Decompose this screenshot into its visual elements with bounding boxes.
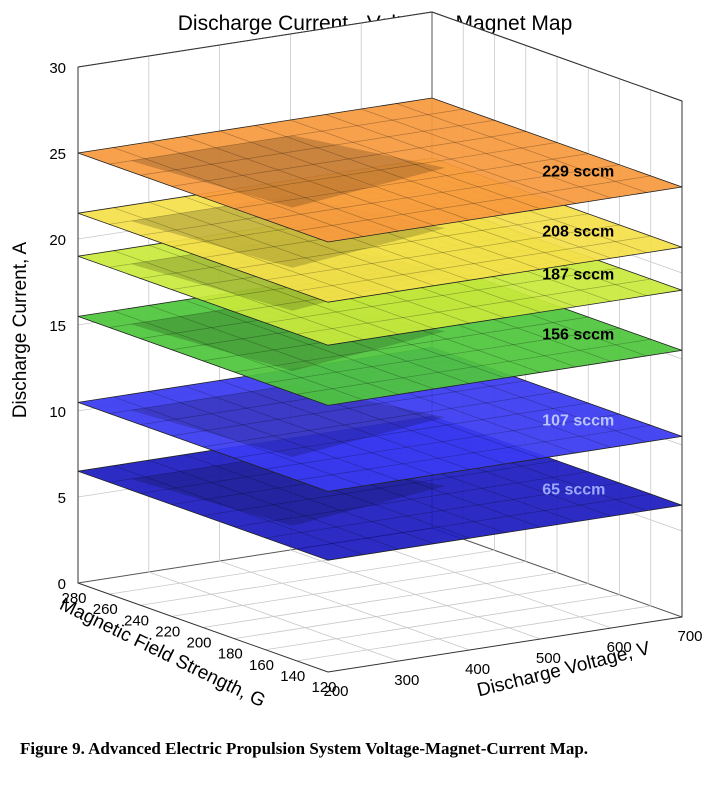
mesh-line — [148, 391, 399, 481]
chart: Discharge Current - Voltage - Magnet Map… — [10, 11, 703, 712]
mesh-line — [113, 207, 364, 298]
mesh-line — [184, 136, 435, 226]
mesh-line — [265, 224, 620, 281]
series-label: 187 sccm — [542, 266, 614, 283]
mesh-line — [219, 130, 470, 221]
y-tick-label: 240 — [124, 612, 149, 629]
mesh-line — [140, 119, 495, 176]
y-tick-label: 140 — [280, 668, 305, 685]
surface-229-sccm: 229 sccm — [77, 97, 683, 243]
mesh-line — [234, 213, 589, 270]
y-tick-label: 180 — [218, 646, 243, 663]
mesh-line — [184, 454, 435, 545]
grid-line — [265, 594, 620, 651]
mesh-line — [171, 380, 526, 437]
z-axis-label: Discharge Current, A — [10, 241, 31, 418]
grid-line — [234, 583, 589, 640]
grid-line — [202, 572, 558, 628]
mesh-line — [171, 131, 526, 187]
mesh-line — [113, 396, 364, 487]
mesh-line — [202, 460, 558, 517]
top-edge-line — [431, 11, 683, 102]
top-edge-line — [77, 11, 433, 68]
mesh-line — [296, 175, 651, 232]
mesh-line — [234, 316, 589, 373]
mesh-line — [184, 196, 435, 287]
mesh-line — [113, 465, 364, 556]
mesh-line — [148, 459, 399, 550]
mesh-line — [265, 327, 620, 384]
mesh-line — [202, 142, 558, 198]
grid-line — [140, 549, 495, 606]
surface-measured-region — [130, 384, 446, 457]
x-tick-label: 700 — [677, 628, 702, 645]
mesh-line — [202, 391, 558, 448]
mesh-line — [296, 424, 651, 481]
surface-layers: 65 sccm 107 sccm 156 sccm 187 sccm 208 sccm 2… — [77, 97, 683, 561]
series-label: 208 sccm — [542, 223, 614, 240]
grid-line — [296, 605, 651, 662]
mesh-line — [234, 402, 589, 459]
mesh-line — [234, 471, 589, 528]
mesh-line — [184, 385, 435, 476]
y-tick-label: 160 — [249, 657, 274, 674]
x-tick-label: 500 — [536, 650, 561, 667]
series-label: 65 sccm — [542, 481, 605, 498]
x-axis-label: Discharge Voltage, V — [475, 638, 653, 701]
mesh-line — [113, 250, 364, 341]
z-tick-label: 30 — [49, 60, 66, 77]
mesh-line — [113, 310, 364, 401]
y-tick-label: 260 — [93, 601, 118, 618]
tick-labels: 0510152025302802602402202001801601401202… — [49, 60, 702, 700]
z-tick-label: 0 — [58, 576, 66, 593]
figure-caption: Figure 9. Advanced Electric Propulsion S… — [20, 739, 589, 758]
mesh-line — [296, 235, 651, 292]
series-label: 156 sccm — [542, 327, 614, 344]
y-tick-label: 120 — [311, 679, 336, 696]
mesh-line — [148, 305, 399, 395]
x-tick-label: 200 — [323, 683, 348, 700]
x-tick-label: 600 — [607, 639, 632, 656]
mesh-line — [290, 119, 541, 210]
mesh-line — [184, 299, 435, 390]
mesh-line — [265, 413, 620, 470]
y-tick-label: 280 — [61, 590, 86, 607]
mesh-line — [148, 141, 399, 232]
mesh-line — [234, 153, 589, 209]
x-tick-label: 400 — [465, 661, 490, 678]
mesh-line — [361, 108, 612, 199]
surface-plane — [77, 97, 683, 243]
y-axis-line — [77, 582, 329, 673]
mesh-line — [265, 267, 620, 324]
mesh-line — [296, 278, 651, 335]
z-tick-label: 10 — [49, 404, 66, 421]
mesh-line — [148, 201, 399, 292]
series-label: 107 sccm — [542, 413, 614, 430]
y-tick-label: 220 — [155, 623, 180, 640]
x-tick-label: 300 — [394, 672, 419, 689]
mesh-line — [148, 244, 399, 335]
z-tick-label: 5 — [58, 490, 66, 507]
z-tick-label: 15 — [49, 318, 66, 335]
surface-measured-region — [130, 135, 446, 208]
z-tick-label: 25 — [49, 146, 66, 163]
mesh-line — [219, 380, 470, 470]
x-axis-line — [327, 616, 683, 673]
mesh-line — [265, 482, 620, 539]
y-tick-label: 200 — [186, 635, 211, 652]
mesh-line — [109, 108, 464, 165]
mesh-line — [296, 493, 651, 550]
mesh-line — [325, 114, 576, 204]
z-tick-label: 20 — [49, 232, 66, 249]
grid-line — [171, 560, 526, 617]
mesh-line — [254, 125, 506, 215]
series-label: 229 sccm — [542, 163, 614, 180]
mesh-line — [396, 103, 647, 193]
mesh-line — [296, 338, 651, 395]
mesh-line — [113, 147, 364, 237]
mesh-line — [265, 164, 620, 221]
